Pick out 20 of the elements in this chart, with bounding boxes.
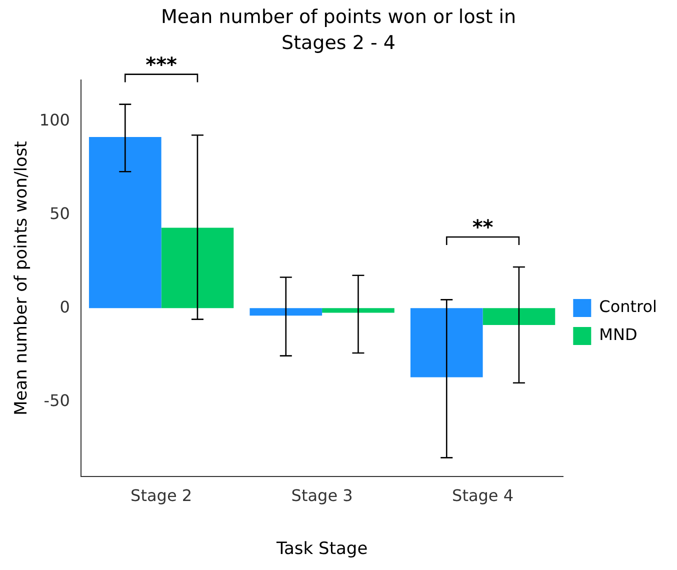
y-tick-label: 50 [50, 204, 70, 223]
bar [322, 308, 394, 313]
x-tick-label: Stage 4 [452, 486, 514, 506]
y-tick-label: 0 [60, 297, 70, 316]
x-tick-label: Stage 3 [291, 486, 353, 506]
x-tick-label: Stage 2 [130, 486, 192, 506]
x-axis-title: Task Stage [275, 539, 368, 560]
bar [410, 308, 483, 378]
bar [482, 308, 556, 325]
y-axis-title: Mean number of points won/lost [12, 140, 32, 416]
legend-label: MND [599, 325, 638, 344]
chart-title: Mean number of points won or lost in Stages 2 - 4 [160, 6, 516, 54]
bar [250, 308, 322, 316]
y-tick-label: -50 [44, 390, 70, 410]
bar [88, 137, 162, 308]
text: *** [146, 52, 178, 77]
y-tick-label: 100 [39, 110, 70, 130]
bar [161, 228, 234, 308]
legend-label: Control [599, 297, 658, 316]
annotation: ** [472, 215, 494, 240]
